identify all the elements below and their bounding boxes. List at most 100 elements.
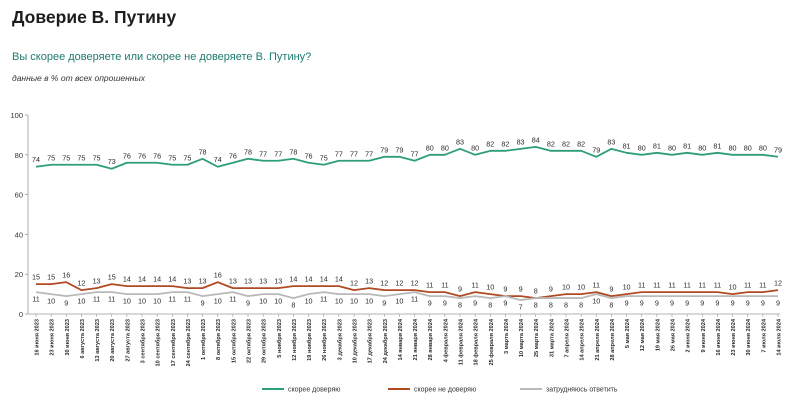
data-label: 13: [93, 277, 101, 286]
data-label: 14: [305, 275, 313, 284]
data-label: 9: [64, 299, 68, 308]
data-label: 9: [246, 299, 250, 308]
data-label: 16: [62, 271, 70, 280]
data-label: 10: [305, 297, 313, 306]
x-tick-label: 19 мая 2024: [655, 318, 661, 351]
data-label: 77: [259, 149, 267, 158]
data-label: 83: [607, 137, 615, 146]
x-tick-label: 1 октября 2023: [200, 319, 207, 360]
data-label: 9: [428, 299, 432, 308]
data-label: 14: [123, 275, 131, 284]
data-label: 13: [199, 277, 207, 286]
x-tick-label: 21 января 2024: [413, 318, 419, 360]
x-tick-label: 5 ноября 2023: [276, 319, 283, 358]
data-label: 75: [183, 153, 191, 162]
data-label: 11: [744, 281, 751, 290]
data-label: 13: [183, 277, 191, 286]
data-label: 8: [609, 301, 613, 310]
data-label: 9: [670, 299, 674, 308]
data-label: 10: [47, 297, 55, 306]
x-tick-label: 25 февраля 2024: [488, 318, 495, 365]
data-label: 15: [32, 273, 40, 282]
x-tick-label: 14 апреля 2024: [580, 318, 586, 360]
data-label: 10: [577, 283, 585, 292]
data-label: 11: [593, 281, 600, 290]
data-label: 77: [350, 149, 358, 158]
x-tick-label: 14 января 2024: [398, 318, 404, 360]
x-tick-label: 28 января 2024: [428, 318, 434, 360]
data-label: 76: [229, 151, 237, 160]
data-label: 76: [153, 151, 161, 160]
data-label: 13: [244, 277, 252, 286]
data-label: 9: [201, 299, 205, 308]
data-label: 10: [562, 283, 570, 292]
data-label: 13: [259, 277, 267, 286]
data-label: 82: [577, 139, 585, 148]
data-label: 16: [214, 271, 222, 280]
x-tick-label: 4 февраля 2024: [442, 318, 449, 362]
data-label: 75: [47, 153, 55, 162]
data-label: 11: [699, 281, 706, 290]
data-label: 10: [395, 297, 403, 306]
data-label: 14: [289, 275, 297, 284]
x-tick-label: 24 декабря 2023: [382, 319, 389, 363]
survey-question: Вы скорее доверяете или скорее не доверя…: [12, 51, 312, 63]
data-label: 81: [683, 141, 691, 150]
data-label: 75: [77, 153, 85, 162]
data-label: 76: [138, 151, 146, 160]
x-tick-label: 30 июня 2024: [746, 318, 752, 356]
x-tick-label: 28 апреля 2024: [610, 318, 616, 360]
data-label: 9: [715, 299, 719, 308]
data-label: 11: [653, 281, 660, 290]
data-label: 13: [229, 277, 237, 286]
x-tick-label: 15 октября 2023: [230, 319, 237, 363]
data-label: 80: [744, 143, 752, 152]
data-label: 10: [486, 283, 494, 292]
data-label: 82: [562, 139, 570, 148]
data-label: 9: [731, 299, 735, 308]
data-label: 79: [380, 145, 388, 154]
x-tick-label: 31 марта 2024: [549, 318, 555, 357]
x-tick-label: 16 июня 2023: [35, 319, 41, 356]
data-label: 80: [759, 143, 767, 152]
data-label: 11: [714, 281, 721, 290]
data-label: 10: [274, 297, 282, 306]
x-tick-label: 30 июня 2023: [65, 319, 71, 356]
data-label: 75: [93, 153, 101, 162]
x-tick-label: 3 марта 2024: [504, 318, 510, 354]
data-label: 9: [503, 299, 507, 308]
data-label: 81: [713, 141, 721, 150]
y-tick-label: 0: [19, 310, 23, 319]
data-label: 9: [549, 285, 553, 294]
data-label: 75: [320, 153, 328, 162]
x-tick-label: 10 декабря 2023: [352, 319, 359, 363]
data-label: 74: [214, 155, 222, 164]
data-label: 8: [458, 301, 462, 310]
x-tick-label: 3 декабря 2023: [336, 319, 343, 360]
data-label: 9: [640, 299, 644, 308]
data-label: 14: [153, 275, 161, 284]
data-label: 8: [564, 301, 568, 310]
data-label: 11: [184, 295, 191, 304]
data-label: 8: [291, 301, 295, 310]
data-label: 8: [549, 301, 553, 310]
x-tick-label: 25 марта 2024: [534, 318, 540, 357]
data-label: 15: [108, 273, 116, 282]
legend-label-0: скорее доверяю: [288, 387, 341, 394]
y-tick-label: 100: [10, 111, 23, 120]
data-label: 11: [93, 295, 100, 304]
x-tick-label: 24 сентября 2023: [185, 319, 192, 366]
data-label: 14: [168, 275, 176, 284]
data-label: 9: [761, 299, 765, 308]
data-label: 79: [395, 145, 403, 154]
x-tick-label: 16 июня 2024: [716, 318, 722, 356]
data-label: 9: [625, 299, 629, 308]
data-label: 81: [653, 141, 661, 150]
x-tick-label: 3 сентября 2023: [140, 319, 147, 363]
data-label: 8: [488, 301, 492, 310]
data-label: 8: [534, 287, 538, 296]
x-tick-label: 17 сентября 2023: [170, 319, 177, 366]
data-label: 11: [638, 281, 645, 290]
data-label: 80: [426, 143, 434, 152]
